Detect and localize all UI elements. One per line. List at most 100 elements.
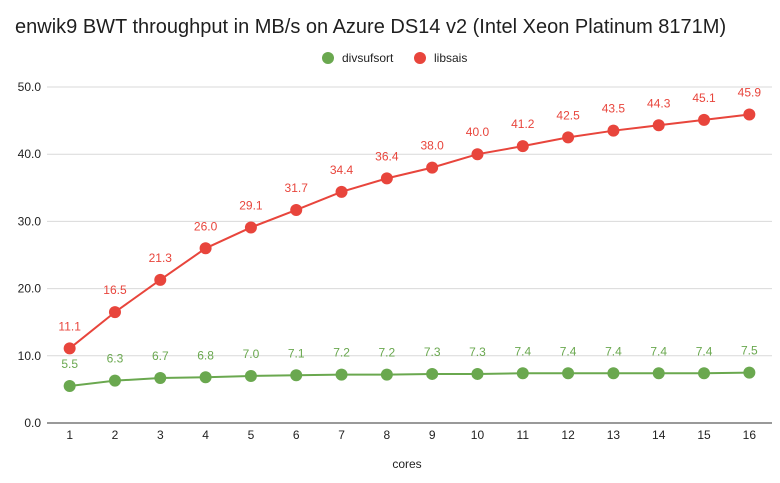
y-tick-label: 20.0: [18, 282, 42, 296]
x-tick-label: 6: [293, 428, 300, 442]
data-point-divsufsort: [698, 367, 711, 380]
y-tick-label: 0.0: [24, 416, 41, 430]
x-tick-label: 13: [607, 428, 621, 442]
data-label-libsais: 16.5: [103, 283, 127, 297]
data-label-libsais: 43.5: [602, 102, 626, 116]
y-axis-ticks: 0.0 10.0 20.0 30.0 40.0 50.0: [18, 80, 42, 430]
x-tick-label: 8: [384, 428, 391, 442]
series-line-libsais: [69, 113, 750, 350]
data-point-divsufsort: [471, 367, 484, 380]
data-point-divsufsort: [743, 366, 756, 379]
data-point-divsufsort: [335, 368, 348, 381]
data-label-divsufsort: 7.2: [379, 346, 396, 360]
data-label-divsufsort: 7.2: [333, 346, 350, 360]
data-point-libsais: [154, 273, 167, 286]
data-label-libsais: 21.3: [149, 251, 173, 265]
x-axis-label: cores: [392, 457, 421, 471]
data-label-divsufsort: 7.4: [605, 344, 622, 358]
data-point-divsufsort: [244, 369, 257, 382]
data-point-divsufsort: [426, 367, 439, 380]
data-label-libsais: 34.4: [330, 163, 354, 177]
data-point-divsufsort: [607, 367, 620, 380]
data-point-libsais: [471, 148, 484, 161]
data-point-divsufsort: [652, 367, 665, 380]
data-point-libsais: [108, 306, 121, 319]
data-point-divsufsort: [154, 371, 167, 384]
legend-label-libsais: libsais: [434, 51, 467, 65]
data-point-libsais: [743, 108, 756, 121]
data-point-divsufsort: [562, 367, 575, 380]
legend-marker-libsais: [414, 52, 426, 64]
data-point-libsais: [516, 140, 529, 153]
data-point-libsais: [380, 172, 393, 185]
data-label-divsufsort: 6.3: [107, 352, 124, 366]
data-point-libsais: [199, 242, 212, 255]
series-divsufsort: 5.5 6.3 6.7 6.8 7.0 7.1 7.2 7.2 7.3 7.3 7.4 7.4 7.4 7…: [61, 344, 758, 393]
data-point-libsais: [290, 203, 303, 216]
x-tick-label: 7: [338, 428, 345, 442]
data-point-libsais: [652, 119, 665, 132]
x-tick-label: 9: [429, 428, 436, 442]
data-label-libsais: 38.0: [420, 139, 444, 153]
series-line-divsufsort: [69, 371, 750, 388]
data-label-libsais: 36.4: [375, 149, 399, 163]
x-tick-label: 3: [157, 428, 164, 442]
legend: divsufsort libsais: [322, 51, 467, 65]
data-point-libsais: [63, 342, 76, 355]
data-point-divsufsort: [199, 371, 212, 384]
data-label-divsufsort: 6.7: [152, 349, 169, 363]
data-point-libsais: [607, 124, 620, 137]
data-label-divsufsort: 7.1: [288, 346, 305, 360]
data-point-libsais: [335, 185, 348, 198]
y-tick-label: 30.0: [18, 214, 42, 228]
data-label-divsufsort: 6.8: [197, 348, 214, 362]
data-label-libsais: 29.1: [239, 198, 263, 212]
x-tick-label: 15: [697, 428, 711, 442]
data-label-divsufsort: 7.4: [514, 344, 531, 358]
data-label-divsufsort: 7.4: [650, 344, 667, 358]
data-point-divsufsort: [516, 367, 529, 380]
y-tick-label: 40.0: [18, 147, 42, 161]
data-point-libsais: [426, 161, 439, 174]
data-label-divsufsort: 7.4: [696, 344, 713, 358]
y-tick-label: 10.0: [18, 349, 42, 363]
x-tick-label: 14: [652, 428, 666, 442]
x-tick-label: 12: [561, 428, 575, 442]
gridlines: [47, 86, 772, 424]
legend-label-divsufsort: divsufsort: [342, 51, 394, 65]
data-point-libsais: [698, 113, 711, 126]
x-tick-label: 2: [112, 428, 119, 442]
data-label-libsais: 44.3: [647, 96, 671, 110]
data-label-divsufsort: 7.3: [424, 345, 441, 359]
data-point-divsufsort: [380, 368, 393, 381]
data-label-libsais: 45.9: [738, 86, 762, 100]
data-label-divsufsort: 7.5: [741, 344, 758, 358]
data-label-divsufsort: 5.5: [61, 357, 78, 371]
data-label-libsais: 26.0: [194, 219, 218, 233]
data-label-libsais: 11.1: [58, 319, 81, 333]
data-point-divsufsort: [63, 380, 76, 393]
x-axis-ticks: 1 2 3 4 5 6 7 8 9 10 11 12 13 14 15 16: [66, 428, 756, 442]
x-tick-label: 1: [66, 428, 73, 442]
x-tick-label: 11: [517, 428, 530, 442]
data-label-divsufsort: 7.4: [560, 344, 577, 358]
data-label-libsais: 41.2: [511, 117, 535, 131]
legend-marker-divsufsort: [322, 52, 334, 64]
x-tick-label: 4: [202, 428, 209, 442]
data-label-libsais: 42.5: [556, 108, 580, 122]
data-point-divsufsort: [290, 369, 303, 382]
data-label-libsais: 31.7: [285, 181, 309, 195]
y-tick-label: 50.0: [18, 80, 42, 94]
chart-title: enwik9 BWT throughput in MB/s on Azure D…: [15, 16, 726, 38]
data-point-libsais: [244, 221, 257, 234]
data-label-libsais: 40.0: [466, 125, 490, 139]
series-libsais: 11.1 16.5 21.3 26.0 29.1 31.7 34.4 36.4 38.0 40.0…: [58, 86, 761, 355]
data-label-libsais: 45.1: [692, 91, 716, 105]
data-point-libsais: [562, 131, 575, 144]
x-tick-label: 10: [471, 428, 485, 442]
data-label-divsufsort: 7.0: [243, 347, 260, 361]
x-tick-label: 16: [743, 428, 757, 442]
data-label-divsufsort: 7.3: [469, 345, 486, 359]
